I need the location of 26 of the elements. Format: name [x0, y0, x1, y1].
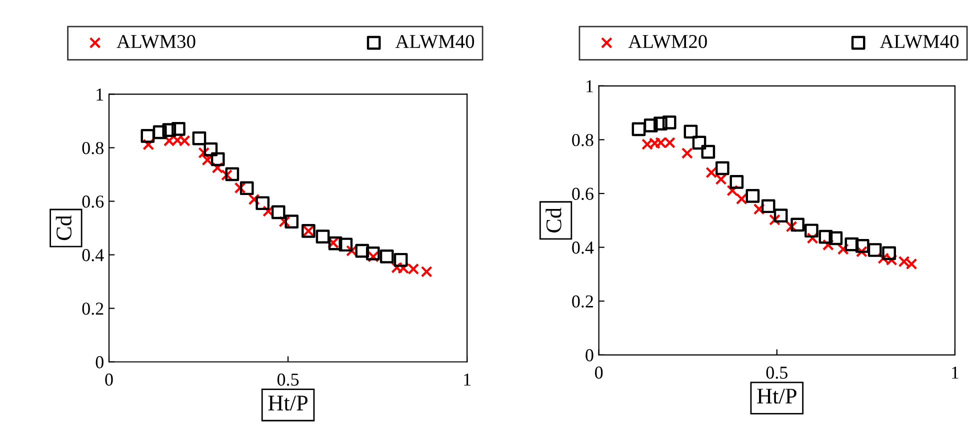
y-tick-label: 1: [586, 80, 593, 92]
y-axis-title: Cd: [56, 215, 72, 240]
y-axis-title: Cd: [546, 208, 562, 232]
x-axis-title: Ht/P: [757, 388, 796, 404]
x-tick-label: 1: [464, 374, 470, 386]
legend-label: ALWM40: [880, 34, 959, 48]
y-tick-label: 0.6: [572, 188, 594, 200]
legend-label: ALWM30: [116, 34, 196, 48]
y-tick-label: 0.2: [82, 302, 104, 315]
y-tick-label: 0.4: [572, 242, 594, 254]
y-tick-label: 0: [586, 349, 594, 362]
y-tick-label: 0.8: [82, 142, 104, 154]
x-axis-title: Ht/P: [268, 396, 308, 411]
y-tick-label: 0.8: [572, 134, 594, 146]
x-tick-label: 0.5: [766, 366, 788, 379]
y-tick-label: 0.6: [82, 196, 104, 208]
legend-label: ALWM20: [628, 34, 707, 48]
y-tick-label: 0.2: [572, 295, 593, 308]
x-tick-label: 0: [105, 374, 113, 386]
x-tick-label: 0: [595, 366, 603, 379]
y-tick-label: 0.4: [82, 249, 104, 262]
y-tick-label: 0: [96, 356, 104, 368]
y-tick-label: 1: [96, 88, 104, 100]
legend-label: ALWM40: [395, 34, 474, 48]
x-tick-label: 0.5: [277, 374, 299, 386]
x-tick-label: 1: [952, 366, 958, 379]
